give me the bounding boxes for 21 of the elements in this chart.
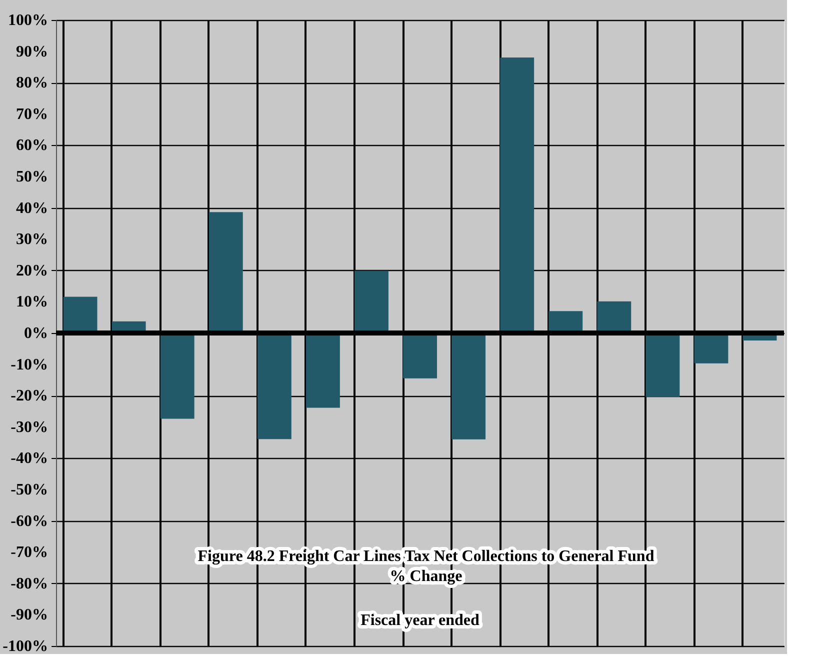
y-tick-label: 80% [16, 74, 48, 92]
y-tick-label: -90% [10, 606, 48, 624]
y-tick-label: 60% [16, 137, 48, 154]
y-tick-label: -70% [10, 544, 48, 562]
y-tick-label: 30% [16, 231, 48, 248]
y-tick-label: 40% [16, 200, 48, 217]
y-tick-label: -30% [10, 418, 48, 436]
y-tick-label: 20% [16, 262, 48, 280]
y-tick-label: -60% [10, 512, 48, 530]
y-tick-label: -20% [10, 388, 48, 405]
y-tick-label: 50% [16, 168, 48, 186]
y-tick-label: -10% [10, 356, 48, 374]
y-tick-label: 100% [8, 12, 48, 29]
y-tick-label: -100% [2, 638, 48, 655]
y-tick-label: 70% [16, 106, 48, 123]
y-tick-label: -50% [10, 482, 48, 498]
y-tick-label: 10% [16, 294, 48, 311]
y-tick-label: 90% [16, 43, 48, 60]
y-tick-label: 0% [24, 325, 48, 342]
y-tick-label: -40% [10, 450, 48, 468]
y-tick-label: -80% [10, 575, 48, 592]
